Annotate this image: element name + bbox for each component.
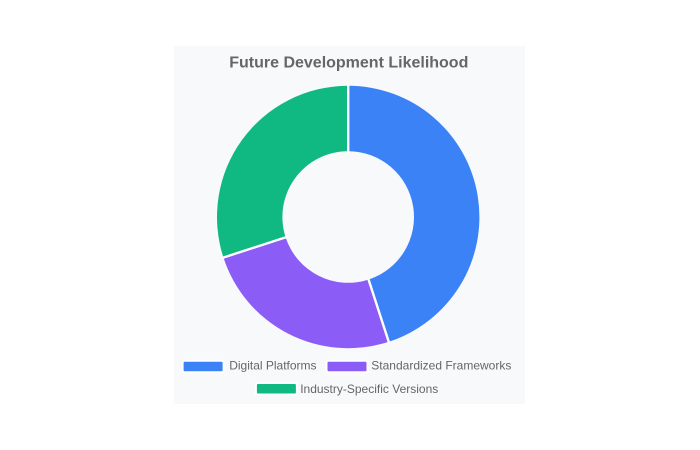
svg-text:Industry-Specific Versions: Industry-Specific Versions (300, 382, 438, 396)
svg-text:Digital Platforms: Digital Platforms (229, 359, 316, 373)
svg-text:Standardized Frameworks: Standardized Frameworks (371, 359, 511, 373)
svg-text:Future Development Likelihood: Future Development Likelihood (229, 55, 468, 72)
